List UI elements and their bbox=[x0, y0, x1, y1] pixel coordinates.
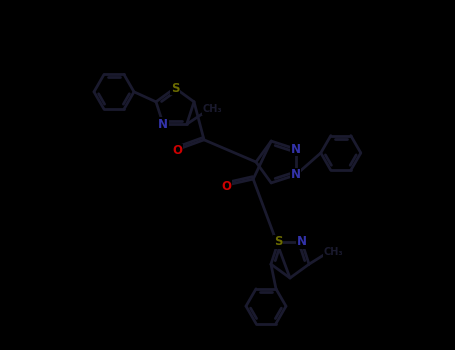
Text: CH₃: CH₃ bbox=[203, 104, 222, 114]
Text: CH₃: CH₃ bbox=[323, 247, 343, 257]
Text: N: N bbox=[291, 168, 301, 181]
Text: N: N bbox=[291, 142, 301, 155]
Text: O: O bbox=[221, 180, 231, 193]
Text: N: N bbox=[297, 235, 307, 248]
Text: S: S bbox=[274, 235, 283, 248]
Text: N: N bbox=[158, 118, 168, 131]
Text: S: S bbox=[171, 82, 179, 95]
Text: O: O bbox=[172, 144, 182, 157]
